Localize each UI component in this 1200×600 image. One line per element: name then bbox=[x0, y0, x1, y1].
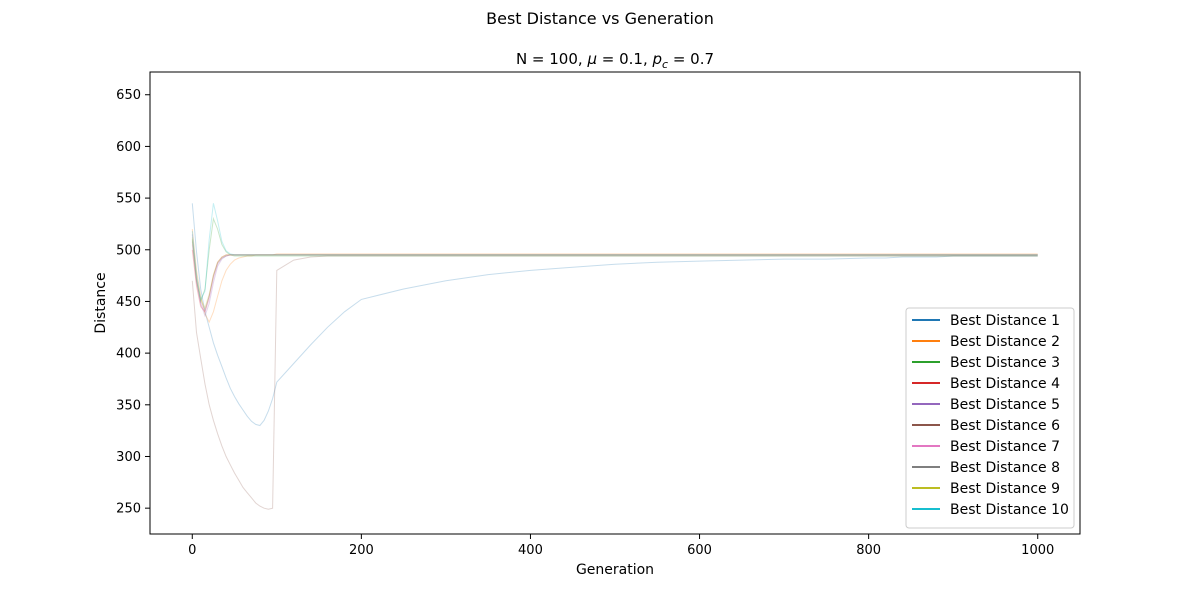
legend-label-6: Best Distance 6 bbox=[950, 418, 1060, 434]
y-tick-label: 450 bbox=[116, 295, 141, 310]
y-tick-label: 300 bbox=[116, 450, 141, 465]
y-tick-label: 350 bbox=[116, 398, 141, 413]
legend-label-2: Best Distance 2 bbox=[950, 334, 1060, 350]
legend: Best Distance 1 Best Distance 2 Best Dista… bbox=[905, 307, 1075, 529]
legend-label-4: Best Distance 4 bbox=[950, 376, 1060, 392]
series-line-6 bbox=[191, 255, 1038, 510]
axes-ticks: 0 200 400 600 800 1000 250 300 350 400 450 500 550 60… bbox=[116, 88, 1054, 558]
y-tick-label: 600 bbox=[116, 140, 141, 155]
figure-suptitle: Best Distance vs Generation bbox=[486, 9, 714, 28]
y-tick-label: 400 bbox=[116, 347, 141, 362]
chart-title: N = 100, μ = 0.1, pc = 0.7 bbox=[516, 50, 714, 71]
x-tick-label: 200 bbox=[349, 543, 374, 558]
x-axis-label: Generation bbox=[576, 562, 654, 578]
x-tick-label: 600 bbox=[687, 543, 712, 558]
series-line-3 bbox=[191, 216, 1038, 304]
x-tick-label: 0 bbox=[188, 543, 196, 558]
y-tick-label: 650 bbox=[116, 88, 141, 103]
y-axis-label: Distance bbox=[93, 272, 109, 333]
x-tick-label: 800 bbox=[856, 543, 881, 558]
legend-label-9: Best Distance 9 bbox=[950, 481, 1060, 497]
plot-area bbox=[191, 203, 1038, 510]
y-tick-label: 550 bbox=[116, 192, 141, 207]
y-tick-label: 500 bbox=[116, 243, 141, 258]
y-tick-label: 250 bbox=[116, 502, 141, 517]
series-line-4 bbox=[191, 249, 1038, 313]
series-line-7 bbox=[191, 244, 1038, 313]
axes-frame bbox=[149, 71, 1081, 535]
series-line-10 bbox=[191, 203, 1038, 301]
legend-box bbox=[905, 307, 1075, 529]
legend-label-8: Best Distance 8 bbox=[950, 460, 1060, 476]
series-line-9 bbox=[191, 237, 1038, 310]
legend-label-1: Best Distance 1 bbox=[950, 313, 1060, 329]
legend-label-7: Best Distance 7 bbox=[950, 439, 1060, 455]
series-line-2 bbox=[191, 229, 1038, 324]
legend-label-3: Best Distance 3 bbox=[950, 355, 1060, 371]
series-line-5 bbox=[191, 234, 1038, 318]
x-tick-label: 400 bbox=[518, 543, 543, 558]
legend-label-10: Best Distance 10 bbox=[950, 502, 1069, 518]
series-line-1 bbox=[191, 203, 1038, 427]
x-tick-label: 1000 bbox=[1021, 543, 1054, 558]
legend-label-5: Best Distance 5 bbox=[950, 397, 1060, 413]
series-line-8 bbox=[191, 241, 1038, 312]
